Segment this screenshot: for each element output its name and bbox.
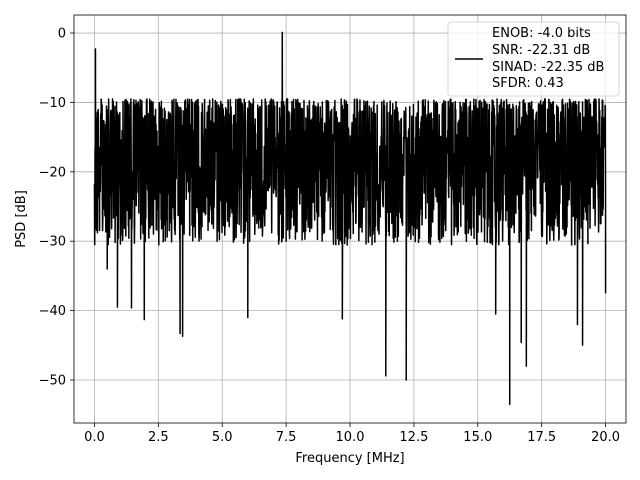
legend: ENOB: -4.0 bits SNR: -22.31 dB SINAD: -2… (447, 21, 620, 97)
x-tick-label: 12.5 (399, 430, 428, 445)
y-tick-label: 0 (58, 27, 66, 42)
x-tick-label: 20.0 (591, 430, 620, 445)
x-tick-label: 2.5 (148, 430, 169, 445)
legend-enob: ENOB: -4.0 bits (492, 26, 591, 41)
x-tick-label: 0.0 (84, 430, 105, 445)
x-tick-label: 7.5 (276, 430, 297, 445)
x-tick-label: 17.5 (527, 430, 556, 445)
y-tick-label: −30 (39, 235, 66, 250)
legend-box (447, 21, 620, 97)
y-tick-label: −20 (39, 165, 66, 180)
y-axis: 0 −10 −20 −30 −40 −50 (39, 27, 74, 388)
psd-series-line (93, 31, 607, 406)
legend-sfdr: SFDR: 0.43 (492, 76, 564, 91)
y-axis-label: PSD [dB] (14, 190, 29, 248)
x-tick-label: 5.0 (212, 430, 233, 445)
x-axis-label: Frequency [MHz] (295, 451, 404, 466)
series-layer (93, 31, 607, 406)
y-tick-label: −40 (39, 304, 66, 319)
x-tick-label: 15.0 (463, 430, 492, 445)
y-tick-label: −10 (39, 96, 66, 111)
x-tick-label: 10.0 (336, 430, 365, 445)
legend-sinad: SINAD: -22.35 dB (492, 60, 604, 75)
x-axis: 0.0 2.5 5.0 7.5 10.0 12.5 15.0 17.5 20.0 (84, 423, 620, 445)
legend-snr: SNR: -22.31 dB (492, 43, 590, 58)
y-tick-label: −50 (39, 373, 66, 388)
